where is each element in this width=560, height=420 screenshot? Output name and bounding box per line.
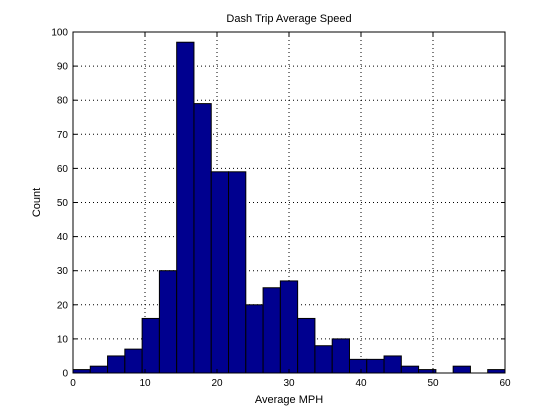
histogram-bar: [366, 358, 385, 374]
chart-title: Dash Trip Average Speed: [226, 13, 351, 25]
x-tick-label: 30: [283, 378, 295, 389]
histogram-bar: [210, 171, 230, 374]
histogram-bar: [245, 304, 264, 374]
x-tick-label: 40: [355, 378, 367, 389]
histogram-bar: [107, 355, 126, 374]
histogram-bar: [72, 369, 91, 374]
histogram-bar: [314, 345, 333, 374]
histogram-bar: [487, 369, 506, 374]
histogram-bar: [297, 317, 316, 374]
x-axis-label: Average MPH: [255, 394, 323, 406]
x-tick-label: 0: [70, 378, 76, 389]
y-tick-label: 100: [51, 28, 68, 39]
histogram-bar: [400, 365, 420, 374]
y-tick-label: 20: [57, 300, 69, 311]
histogram-bar: [89, 365, 109, 374]
x-tick-label: 50: [427, 378, 439, 389]
y-axis-label: Count: [31, 188, 43, 217]
y-tick-label: 50: [57, 198, 69, 209]
y-tick-label: 0: [62, 369, 68, 380]
x-tick-label: 20: [211, 378, 223, 389]
x-tick-label: 10: [139, 378, 151, 389]
y-tick-label: 40: [57, 232, 69, 243]
y-tick-label: 70: [57, 130, 69, 141]
histogram-bar: [176, 41, 195, 374]
histogram-bar: [124, 348, 143, 374]
histogram-bar: [383, 355, 402, 374]
histogram-bar: [141, 317, 160, 374]
histogram-bars: [72, 41, 506, 374]
y-tick-label: 80: [57, 96, 69, 107]
histogram-bar: [228, 171, 247, 374]
y-tick-label: 60: [57, 164, 69, 175]
histogram-bar: [452, 365, 471, 374]
y-tick-label: 30: [57, 266, 69, 277]
histogram-bar: [193, 103, 212, 374]
axis-ticks: 0 10 20 30 40 50 60 0 10 20 30 40 50 60 70 80 90 100: [51, 28, 511, 390]
histogram-bar: [262, 287, 281, 374]
histogram-bar: [348, 358, 368, 374]
histogram-bar: [331, 338, 350, 374]
y-tick-label: 10: [57, 334, 69, 345]
histogram-bar: [279, 280, 299, 374]
y-tick-label: 90: [57, 62, 69, 73]
x-tick-label: 60: [499, 378, 511, 389]
histogram-bar: [158, 270, 178, 374]
